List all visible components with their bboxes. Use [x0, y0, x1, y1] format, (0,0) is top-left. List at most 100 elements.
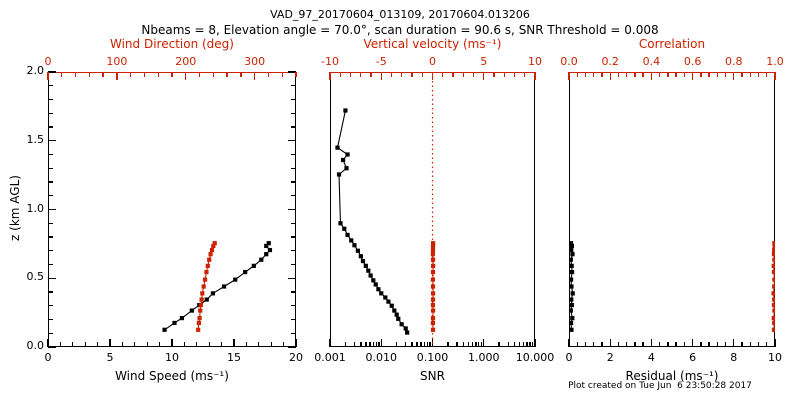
- data-point-marker: [430, 284, 436, 289]
- y-tick-label: 1.0: [26, 201, 45, 215]
- top-x-major-tick: [380, 72, 382, 80]
- top-x-minor-tick: [61, 72, 63, 77]
- data-point-marker: [772, 284, 775, 289]
- x-minor-tick: [584, 342, 587, 347]
- x-minor-tick: [480, 342, 483, 347]
- data-point-marker: [771, 269, 775, 275]
- data-point-marker: [212, 241, 217, 246]
- x-major-tick: [568, 339, 570, 347]
- data-point-marker: [431, 241, 436, 246]
- data-point-marker: [373, 282, 378, 287]
- x-minor-tick: [282, 342, 285, 347]
- data-point-marker: [771, 263, 775, 268]
- data-point-marker: [379, 291, 384, 296]
- data-point-marker: [430, 257, 436, 262]
- x-minor-tick: [423, 342, 426, 347]
- x-major-tick: [233, 339, 235, 347]
- y-tick-label: 2.0: [26, 64, 45, 77]
- x-minor-tick: [420, 342, 422, 347]
- data-point-marker: [772, 297, 775, 302]
- x-minor-tick: [593, 342, 595, 347]
- data-point-marker: [336, 172, 342, 177]
- x-minor-tick: [467, 342, 469, 347]
- data-point-marker: [207, 257, 212, 262]
- top-x-major-tick: [568, 72, 570, 80]
- top-x-minor-tick: [757, 72, 760, 77]
- data-point-marker: [196, 327, 201, 332]
- top-x-minor-tick: [584, 72, 587, 77]
- data-point-marker: [405, 330, 410, 335]
- top-x-major-tick: [47, 72, 49, 80]
- data-point-marker: [342, 226, 347, 231]
- data-point-marker: [202, 277, 208, 282]
- y-minor-tick: [48, 291, 53, 293]
- data-point-marker: [345, 232, 350, 238]
- y-minor-tick: [291, 85, 296, 87]
- top-x-tick-label: 0.8: [725, 55, 743, 68]
- x-tick-label: 0: [565, 351, 573, 364]
- x-minor-tick: [478, 342, 480, 347]
- data-point-marker: [211, 243, 216, 249]
- top-x-minor-tick: [281, 72, 283, 77]
- data-point-marker: [251, 263, 256, 268]
- top-x-minor-tick: [749, 72, 751, 77]
- top-x-minor-tick: [576, 72, 578, 77]
- data-point-marker: [569, 241, 574, 246]
- data-point-marker: [363, 263, 368, 268]
- x-minor-tick: [365, 342, 367, 347]
- x-minor-tick: [716, 342, 718, 347]
- y-minor-tick: [48, 318, 53, 321]
- y-minor-tick: [48, 222, 53, 224]
- data-point-marker: [338, 221, 343, 226]
- data-point-marker: [570, 252, 575, 257]
- top-x-minor-tick: [171, 72, 173, 77]
- y-minor-tick: [291, 305, 296, 307]
- y-minor-tick: [48, 98, 53, 101]
- y-minor-tick: [48, 305, 53, 307]
- x-minor-tick: [749, 342, 751, 347]
- x-minor-tick: [507, 342, 509, 347]
- top-x-tick-label: 0.4: [642, 55, 661, 68]
- top-x-minor-tick: [442, 72, 444, 77]
- y-minor-tick: [291, 153, 296, 156]
- data-point-marker: [208, 252, 213, 257]
- top-x-major-tick: [534, 72, 536, 80]
- x-tick-label: 10.000: [515, 351, 555, 364]
- data-point-marker: [205, 263, 210, 268]
- top-x-minor-tick: [741, 72, 743, 77]
- y-major-tick: [48, 346, 56, 348]
- data-point-marker: [264, 252, 269, 257]
- top-x-minor-tick: [143, 72, 146, 77]
- x-minor-tick: [667, 342, 669, 347]
- top-x-minor-tick: [593, 72, 595, 77]
- data-point-marker: [772, 308, 775, 313]
- data-point-marker: [343, 108, 348, 113]
- data-point-marker: [431, 263, 436, 268]
- data-point-marker: [772, 243, 775, 249]
- data-point-marker: [209, 247, 215, 253]
- top-x-minor-tick: [601, 72, 603, 77]
- data-point-marker: [569, 308, 573, 313]
- x-minor-tick: [675, 342, 677, 347]
- x-tick-label: 0.010: [365, 351, 398, 364]
- x-minor-tick: [634, 342, 636, 347]
- data-point-marker: [569, 320, 574, 326]
- data-point-marker: [569, 302, 574, 308]
- data-point-marker: [431, 308, 436, 313]
- data-point-marker: [371, 278, 376, 283]
- data-point-marker: [355, 248, 360, 253]
- data-point-marker: [771, 316, 775, 321]
- x-minor-tick: [526, 342, 528, 347]
- data-point-marker: [179, 316, 185, 321]
- data-point-marker: [569, 327, 574, 332]
- y-major-tick-right: [288, 140, 296, 142]
- x-minor-tick: [513, 342, 516, 347]
- top-x-minor-tick: [634, 72, 636, 77]
- top-x-minor-tick: [267, 72, 270, 77]
- x-minor-tick: [429, 342, 431, 347]
- data-point-marker: [197, 316, 202, 321]
- top-x-minor-tick: [349, 72, 352, 77]
- x-axis-title-panel-3: Residual (ms⁻¹): [625, 369, 719, 383]
